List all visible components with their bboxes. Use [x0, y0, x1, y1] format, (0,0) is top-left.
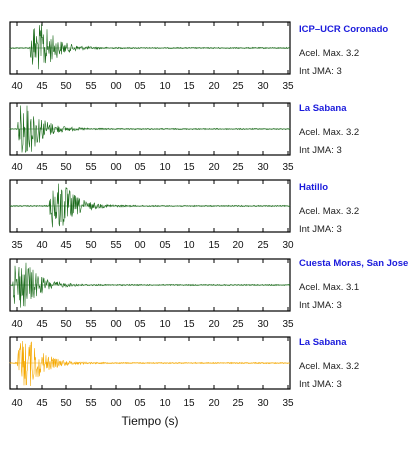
x-tick-label: 50 — [85, 240, 97, 251]
x-tick-label: 05 — [134, 319, 146, 330]
x-tick-label: 25 — [257, 240, 269, 251]
x-tick-label: 55 — [85, 162, 97, 173]
x-tick-label: 45 — [36, 398, 48, 409]
x-tick-label: 30 — [257, 162, 269, 173]
x-tick-label: 35 — [282, 319, 294, 330]
x-tick-label: 55 — [85, 398, 97, 409]
x-tick-label: 40 — [11, 398, 23, 409]
x-tick-label: 35 — [282, 162, 294, 173]
x-tick-label: 00 — [110, 319, 122, 330]
x-tick-label: 45 — [60, 240, 72, 251]
x-tick-label: 50 — [60, 319, 72, 330]
x-tick-label: 00 — [110, 162, 122, 173]
x-tick-label: 05 — [134, 81, 146, 92]
max-acceleration: Acel. Max. 3.1 — [299, 282, 360, 293]
x-tick-label: 45 — [36, 162, 48, 173]
max-acceleration: Acel. Max. 3.2 — [299, 361, 360, 372]
x-axis-title: Tiempo (s) — [121, 414, 179, 428]
x-tick-label: 25 — [232, 398, 244, 409]
x-tick-label: 20 — [208, 81, 220, 92]
jma-intensity: Int JMA: 3 — [299, 145, 342, 156]
jma-intensity: Int JMA: 3 — [299, 300, 342, 311]
jma-intensity: Int JMA: 3 — [299, 66, 342, 77]
x-tick-label: 15 — [183, 162, 195, 173]
station-info-5: La Sabana Acel. Max. 3.2 Int JMA: 3 — [299, 337, 410, 391]
x-tick-label: 40 — [11, 81, 23, 92]
x-tick-label: 10 — [159, 162, 171, 173]
x-tick-label: 00 — [110, 81, 122, 92]
x-tick-label: 20 — [208, 319, 220, 330]
x-tick-label: 25 — [232, 162, 244, 173]
x-tick-label: 50 — [60, 398, 72, 409]
x-tick-label: 30 — [257, 398, 269, 409]
x-tick-label: 20 — [208, 162, 220, 173]
jma-intensity: Int JMA: 3 — [299, 379, 342, 390]
x-tick-label: 45 — [36, 81, 48, 92]
x-tick-label: 50 — [60, 162, 72, 173]
x-tick-label: 50 — [60, 81, 72, 92]
x-tick-label: 10 — [183, 240, 195, 251]
max-acceleration: Acel. Max. 3.2 — [299, 48, 360, 59]
x-tick-label: 45 — [36, 319, 48, 330]
x-tick-label: 40 — [11, 162, 23, 173]
x-tick-label: 05 — [134, 398, 146, 409]
station-info-1: ICP–UCR Coronado Acel. Max. 3.2 Int JMA: 3 — [299, 24, 410, 78]
x-tick-label: 35 — [282, 398, 294, 409]
x-tick-label: 55 — [85, 319, 97, 330]
max-acceleration: Acel. Max. 3.2 — [299, 127, 360, 138]
x-tick-label: 00 — [134, 240, 146, 251]
jma-intensity: Int JMA: 3 — [299, 224, 342, 235]
station-name: La Sabana — [299, 337, 347, 348]
x-tick-label: 40 — [36, 240, 48, 251]
x-tick-label: 20 — [232, 240, 244, 251]
station-name: Hatillo — [299, 182, 329, 193]
station-info-4: Cuesta Moras, San Jose Acel. Max. 3.1 Int … — [299, 258, 410, 312]
x-tick-label: 30 — [257, 319, 269, 330]
station-info-3: Hatillo Acel. Max. 3.2 Int JMA: 3 — [299, 182, 410, 236]
x-tick-label: 35 — [282, 81, 294, 92]
x-tick-label: 30 — [282, 240, 294, 251]
station-name: ICP–UCR Coronado — [299, 24, 389, 35]
x-tick-label: 30 — [257, 81, 269, 92]
x-tick-label: 10 — [159, 319, 171, 330]
x-tick-label: 25 — [232, 81, 244, 92]
max-acceleration: Acel. Max. 3.2 — [299, 206, 360, 217]
waveform-trace — [9, 105, 291, 153]
x-tick-label: 00 — [110, 398, 122, 409]
seismogram-panel-3: 35 40 45 50 55 00 05 10 15 20 25 30 — [9, 179, 294, 251]
station-name: Cuesta Moras, San Jose — [299, 258, 409, 269]
x-tick-label: 05 — [134, 162, 146, 173]
station-info-2: La Sabana Acel. Max. 3.2 Int JMA: 3 — [299, 103, 410, 157]
x-tick-label: 15 — [183, 319, 195, 330]
x-tick-label: 55 — [85, 81, 97, 92]
x-tick-label: 15 — [183, 398, 195, 409]
x-tick-label: 10 — [159, 398, 171, 409]
x-tick-label: 35 — [11, 240, 23, 251]
station-name: La Sabana — [299, 103, 347, 114]
seismogram-panel-5: 40 45 50 55 00 05 10 15 20 25 30 35 — [9, 336, 294, 409]
x-tick-label: 05 — [159, 240, 171, 251]
seismogram-panel-4: 40 45 50 55 00 05 10 15 20 25 30 35 — [9, 258, 294, 330]
x-tick-label: 40 — [11, 319, 23, 330]
x-tick-label: 55 — [110, 240, 122, 251]
x-tick-label: 25 — [232, 319, 244, 330]
seismogram-panel-2: 40 45 50 55 00 05 10 15 20 25 30 35 — [9, 102, 294, 173]
x-tick-label: 20 — [208, 398, 220, 409]
x-tick-label: 15 — [183, 81, 195, 92]
x-tick-label: 15 — [208, 240, 220, 251]
x-tick-label: 10 — [159, 81, 171, 92]
seismogram-panel-1: 40 45 50 55 00 05 10 15 20 25 30 35 — [9, 21, 294, 92]
